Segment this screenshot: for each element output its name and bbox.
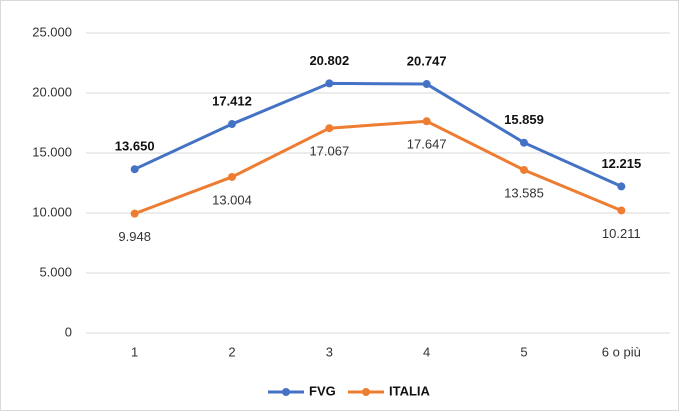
data-point [325, 124, 334, 133]
x-tick-label: 3 [326, 344, 333, 359]
legend-marker [282, 388, 290, 396]
data-label: 9.948 [118, 229, 151, 244]
data-point [520, 138, 528, 147]
legend-marker [362, 388, 370, 396]
data-label: 13.650 [115, 139, 155, 154]
data-point [325, 79, 334, 88]
data-point [422, 117, 431, 126]
legend-label: ITALIA [389, 383, 431, 398]
y-tick-label: 25.000 [32, 24, 72, 39]
data-label: 13.585 [504, 185, 544, 200]
data-label: 17.647 [407, 137, 447, 152]
y-tick-label: 20.000 [32, 84, 72, 99]
data-label: 17.067 [309, 144, 349, 159]
series-line [134, 81, 622, 188]
data-label: 20.802 [309, 53, 349, 68]
y-tick-label: 15.000 [32, 144, 72, 159]
data-point [228, 120, 236, 129]
y-tick-label: 0 [65, 324, 72, 339]
data-point [228, 172, 236, 181]
x-tick-label: 6 o più [602, 344, 641, 359]
legend-label: FVG [309, 383, 336, 398]
data-label: 10.211 [602, 226, 641, 241]
data-point [130, 165, 139, 174]
data-label: 13.004 [212, 192, 252, 207]
data-point [422, 80, 431, 89]
y-tick-label: 5.000 [39, 264, 72, 279]
data-label: 20.747 [407, 53, 447, 68]
data-label: 17.412 [212, 93, 252, 108]
data-point [617, 182, 626, 191]
x-tick-label: 2 [228, 344, 235, 359]
y-tick-label: 10.000 [32, 204, 72, 219]
x-tick-label: 4 [423, 344, 430, 359]
x-tick-label: 1 [131, 344, 138, 359]
data-point [520, 165, 528, 174]
series-line [134, 119, 622, 216]
data-point [130, 209, 139, 218]
data-point [617, 206, 626, 215]
data-label: 12.215 [601, 156, 641, 171]
x-tick-label: 5 [520, 344, 527, 359]
data-label: 15.859 [504, 112, 544, 127]
